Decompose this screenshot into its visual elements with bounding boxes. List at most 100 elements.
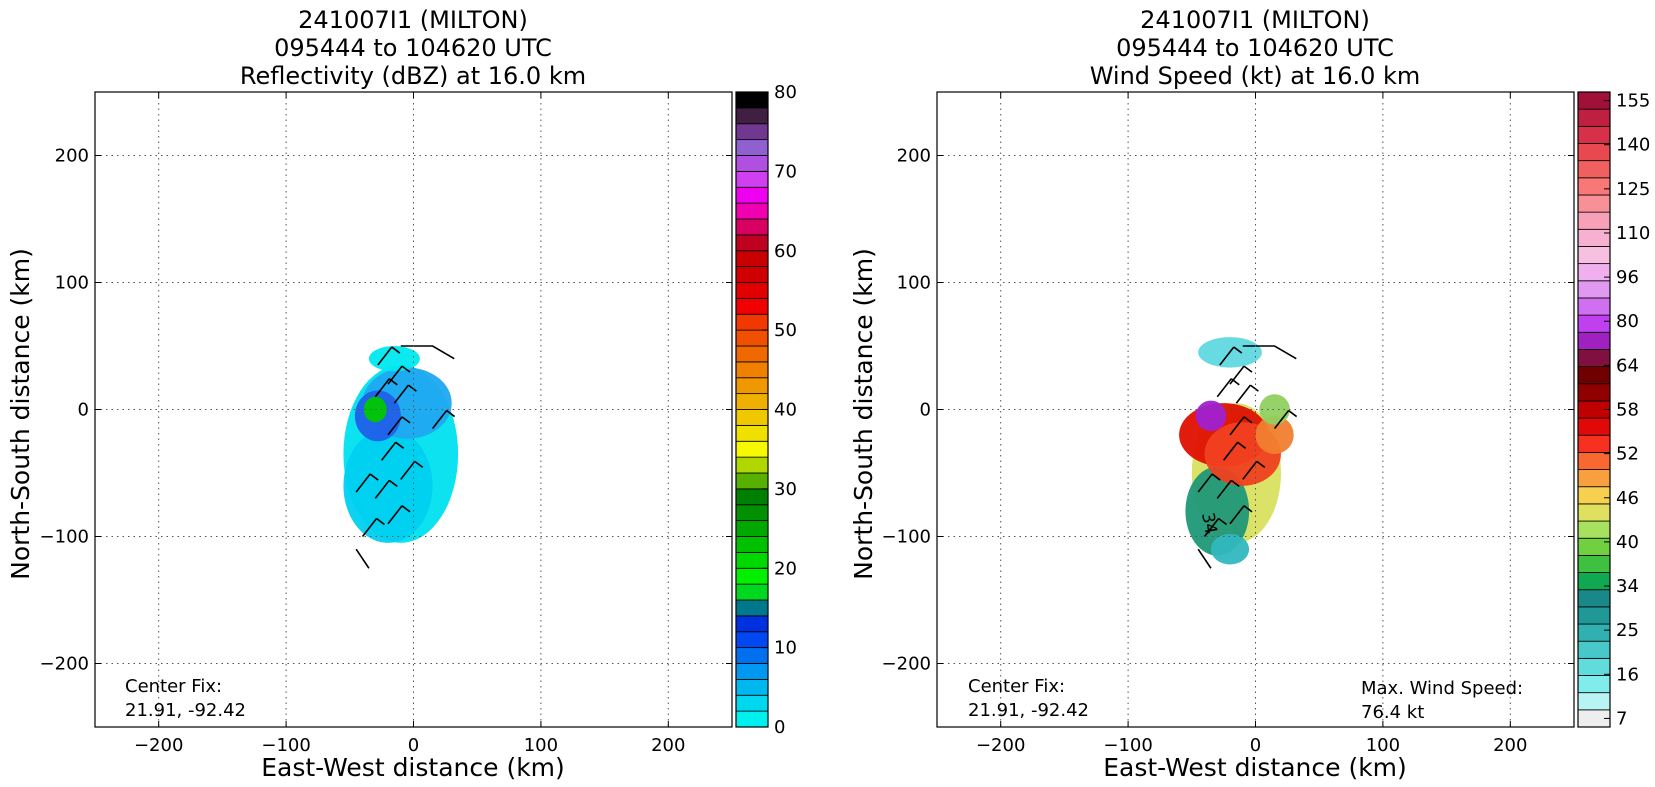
storm-echo-blob	[1210, 533, 1250, 565]
colorbar-segment	[1577, 572, 1611, 591]
y-tick-label: 200	[55, 146, 89, 167]
storm-echo-blob	[1259, 394, 1290, 425]
x-tick-label: −200	[134, 735, 183, 756]
colorbar-tick-label: 46	[1616, 488, 1639, 509]
wind-barb	[1219, 346, 1235, 366]
wind-barb-flag	[1230, 378, 1240, 386]
wind-speed-panel: 241007I1 (MILTON) 095444 to 104620 UTC W…	[849, 6, 1650, 782]
reflectivity-panel: 241007I1 (MILTON) 095444 to 104620 UTC R…	[6, 6, 797, 782]
wind-barb-flag	[1237, 441, 1247, 449]
colorbar-segment	[735, 377, 769, 395]
colorbar-segment	[1577, 692, 1611, 711]
y-tick-label: 0	[920, 400, 931, 421]
left-plot-area: −200 −100 0 100 200 −200 −100 0 100 200	[40, 91, 733, 756]
x-tick-label: 200	[1493, 735, 1527, 756]
wind-barb	[355, 473, 371, 493]
colorbar-segment	[735, 409, 769, 426]
wind-barb-flag	[1211, 473, 1221, 481]
left-center-fix-value: 21.91, -92.42	[125, 700, 246, 721]
colorbar-segment	[735, 472, 769, 490]
colorbar-segment	[735, 170, 769, 188]
right-x-axis-label: East-West distance (km)	[1103, 753, 1407, 782]
colorbar-segment	[735, 107, 769, 125]
colorbar-segment	[735, 583, 769, 601]
colorbar-segment	[1577, 331, 1611, 350]
colorbar-tick-label: 7	[1616, 708, 1627, 729]
x-tick-label: −100	[1103, 735, 1152, 756]
storm-echo-blob	[343, 428, 433, 543]
wind-barb	[387, 416, 403, 436]
colorbar-segment	[735, 504, 769, 522]
colorbar-tick-label: 0	[774, 717, 785, 738]
wind-barb-flag	[401, 505, 411, 513]
colorbar-segment	[1577, 160, 1611, 179]
colorbar-tick-label: 70	[774, 161, 797, 182]
right-center-fix-value: 21.91, -92.42	[968, 700, 1089, 721]
colorbar-segment	[1577, 108, 1611, 127]
x-tick-label: −200	[976, 735, 1025, 756]
wind-barb-flag	[446, 409, 456, 418]
colorbar-tick-label: 110	[1616, 223, 1650, 244]
y-tick-label: −100	[882, 527, 931, 548]
max-wind-value: 76.4 kt	[1361, 702, 1424, 723]
wind-barb	[1229, 416, 1245, 436]
colorbar-tick-label: 155	[1616, 91, 1650, 112]
colorbar-segment	[1577, 657, 1611, 676]
colorbar-tick-label: 80	[1616, 311, 1639, 332]
colorbar-segment	[1577, 297, 1611, 316]
wind-barb-flag	[1233, 346, 1243, 354]
y-tick-label: 200	[897, 146, 931, 167]
wind-barb-line	[1242, 345, 1297, 360]
colorbar-segment	[1577, 434, 1611, 453]
wind-barb-flag	[1243, 505, 1253, 513]
colorbar-segment	[735, 393, 769, 410]
wind-barb	[361, 518, 378, 537]
colorbar-segment	[735, 155, 769, 172]
colorbar-segment	[735, 520, 769, 537]
colorbar-segment	[735, 456, 769, 474]
wind-barb-flag	[1256, 460, 1266, 468]
colorbar-tick-label: 40	[1616, 532, 1639, 553]
wind-barb-line	[355, 548, 370, 569]
colorbar-segment	[1577, 623, 1611, 642]
wind-barb-flag	[1218, 517, 1228, 526]
right-plot-area: 34 −200 −100 0 100 200 −200 −100 0 100 200	[882, 91, 1575, 756]
colorbar-segment	[1577, 606, 1611, 625]
wind-barb	[381, 441, 397, 461]
colorbar-tick-label: 30	[774, 479, 797, 500]
wind-barb-flag	[1249, 384, 1259, 392]
colorbar-segment	[1577, 640, 1611, 659]
wind-barb	[1242, 460, 1258, 480]
left-center-fix-label: Center Fix:	[125, 676, 222, 697]
contour-34-label: 34	[1197, 511, 1220, 536]
wind-barb	[374, 479, 390, 499]
wind-barb	[1197, 473, 1213, 493]
colorbar-segment	[735, 313, 769, 331]
wind-barb-flag	[391, 346, 401, 354]
wind-barb-flag	[401, 365, 411, 373]
wind-barb-flag	[395, 441, 405, 449]
wind-barb-flag	[1230, 479, 1240, 488]
y-tick-label: −200	[40, 654, 89, 675]
y-tick-label: 100	[897, 273, 931, 294]
colorbar-segment	[1577, 314, 1611, 333]
wind-barb	[1235, 384, 1252, 404]
colorbar-segment	[1577, 194, 1611, 213]
colorbar-segment	[735, 615, 769, 633]
y-tick-label: −100	[40, 527, 89, 548]
wind-barb-flag	[369, 473, 379, 481]
colorbar-segment	[1577, 469, 1611, 488]
wind-barb	[1216, 378, 1232, 398]
colorbar-segment	[735, 202, 769, 220]
left-x-axis-label: East-West distance (km)	[261, 753, 565, 782]
colorbar-segment	[1577, 417, 1611, 436]
colorbar-segment	[1577, 452, 1611, 470]
right-center-fix-label: Center Fix:	[968, 676, 1065, 697]
colorbar-segment	[1577, 349, 1611, 367]
colorbar-tick-label: 40	[774, 400, 797, 421]
storm-echo-blob	[363, 396, 387, 423]
colorbar-segment	[735, 488, 769, 506]
wind-barb	[1229, 505, 1245, 525]
colorbar-segment	[735, 329, 769, 347]
colorbar-segment	[735, 647, 769, 664]
